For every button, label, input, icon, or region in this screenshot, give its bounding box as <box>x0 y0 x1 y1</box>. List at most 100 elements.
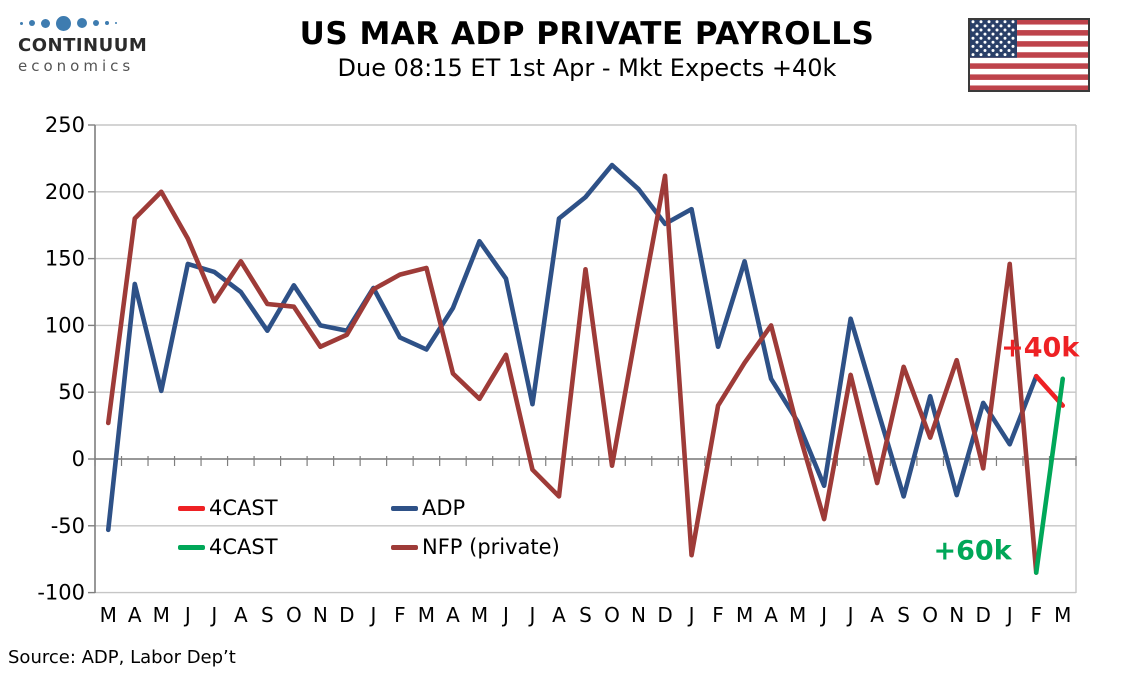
flag-star-icon <box>999 32 1003 36</box>
y-axis-label: 100 <box>45 313 85 337</box>
x-axis-label: S <box>261 603 274 627</box>
forecast-label-nfp: +60k <box>933 535 1012 567</box>
logo-dot-icon <box>29 20 35 26</box>
x-axis-label: A <box>446 603 460 627</box>
flag-star-icon <box>983 32 987 36</box>
series-line-adp <box>105 162 1039 533</box>
x-axis-label: J <box>819 603 827 627</box>
legend-label: ADP <box>422 496 466 520</box>
continuum-logo: CONTINUUM economics <box>18 14 168 75</box>
flag-star-icon <box>987 20 991 24</box>
chart-subtitle: Due 08:15 ET 1st Apr - Mkt Expects +40k <box>337 54 837 82</box>
flag-star-icon <box>999 40 1003 44</box>
x-axis-label: M <box>100 603 117 627</box>
flag-star-icon <box>1007 24 1011 28</box>
x-axis-label: N <box>313 603 328 627</box>
flag-star-icon <box>983 49 987 52</box>
flag-star-icon <box>979 53 983 57</box>
x-axis-label: S <box>897 603 910 627</box>
logo-dot-icon <box>56 15 71 31</box>
flag-star-icon <box>979 28 983 32</box>
legend-swatch-green <box>178 545 205 550</box>
flag-star-icon <box>995 20 999 24</box>
x-axis-label: J <box>1005 603 1013 627</box>
flag-star-icon <box>1007 40 1011 44</box>
x-axis-label: A <box>552 603 566 627</box>
flag-star-icon <box>987 53 991 57</box>
flag-star-icon <box>971 44 975 48</box>
flag-star-icon <box>1011 36 1015 40</box>
flag-star-icon <box>971 28 975 32</box>
x-axis-label: A <box>128 603 142 627</box>
legend-item-adp: ADP <box>391 498 598 519</box>
flag-star-icon <box>1003 44 1007 48</box>
flag-border <box>968 18 1090 92</box>
flag-star-icon <box>1011 44 1015 48</box>
legend-item-4cast-adp: 4CAST <box>178 498 391 519</box>
x-axis-label: M <box>153 603 170 627</box>
flag-star-icon <box>983 24 987 28</box>
flag-star-icon <box>975 49 979 52</box>
y-axis-label: -50 <box>51 514 85 538</box>
flag-star-icon <box>971 20 975 24</box>
y-axis-label: 0 <box>72 447 85 471</box>
y-axis-label: 250 <box>45 113 85 137</box>
logo-dot-icon <box>93 20 99 26</box>
legend-swatch-blue <box>391 506 418 511</box>
flag-star-icon <box>995 28 999 32</box>
flag-star-icon <box>995 36 999 40</box>
y-axis-label: 150 <box>45 247 85 271</box>
x-axis-label: J <box>846 603 854 627</box>
x-axis-label: N <box>631 603 646 627</box>
flag-stripe <box>969 46 1089 53</box>
legend-item-4cast-nfp: 4CAST <box>178 537 391 558</box>
flag-star-icon <box>999 24 1003 28</box>
logo-dot-icon <box>77 18 87 28</box>
x-axis-label: D <box>339 603 354 627</box>
flag-stripe <box>969 79 1089 86</box>
us-flag-icon <box>968 18 1090 92</box>
source-note: Source: ADP, Labor Dep’t <box>8 647 236 668</box>
flag-star-icon <box>975 32 979 36</box>
x-axis-label: O <box>922 603 938 627</box>
legend-label: 4CAST <box>209 496 278 520</box>
y-axis-label: 200 <box>45 180 85 204</box>
legend-row: 4CAST ADP <box>178 489 598 528</box>
flag-stripe <box>969 52 1089 59</box>
x-axis-label: M <box>418 603 435 627</box>
flag-star-icon <box>1011 28 1015 32</box>
legend-swatch-brown <box>391 545 418 550</box>
y-axis-label: 50 <box>58 380 85 404</box>
flag-star-icon <box>979 36 983 40</box>
flag-star-icon <box>991 40 995 44</box>
x-axis-label: J <box>528 603 536 627</box>
logo-dot-icon <box>105 21 109 25</box>
flag-stripe <box>969 74 1089 81</box>
x-axis-label: J <box>501 603 509 627</box>
legend-label: NFP (private) <box>422 535 560 559</box>
logo-dots-icon <box>20 14 168 32</box>
flag-stripe <box>969 30 1089 37</box>
x-axis-label: A <box>234 603 248 627</box>
series-line-4cast <box>1033 376 1066 575</box>
chart-legend: 4CAST ADP 4CAST NFP (private) <box>178 489 598 567</box>
x-axis-label: A <box>764 603 778 627</box>
flag-star-icon <box>971 36 975 40</box>
flag-stripe <box>969 41 1089 48</box>
x-axis-label: D <box>657 603 672 627</box>
forecast-label-adp: +40k <box>1001 332 1080 364</box>
x-axis-label: F <box>1030 603 1042 627</box>
flag-star-icon <box>1011 53 1015 57</box>
flag-star-icon <box>971 53 975 57</box>
flag-star-icon <box>991 24 995 28</box>
flag-star-icon <box>987 44 991 48</box>
flag-star-icon <box>975 40 979 44</box>
legend-row: 4CAST NFP (private) <box>178 528 598 567</box>
flag-star-icon <box>987 36 991 40</box>
flag-star-icon <box>979 20 983 24</box>
flag-stripe <box>969 24 1089 31</box>
flag-stripe <box>969 63 1089 70</box>
x-axis-label: O <box>604 603 620 627</box>
